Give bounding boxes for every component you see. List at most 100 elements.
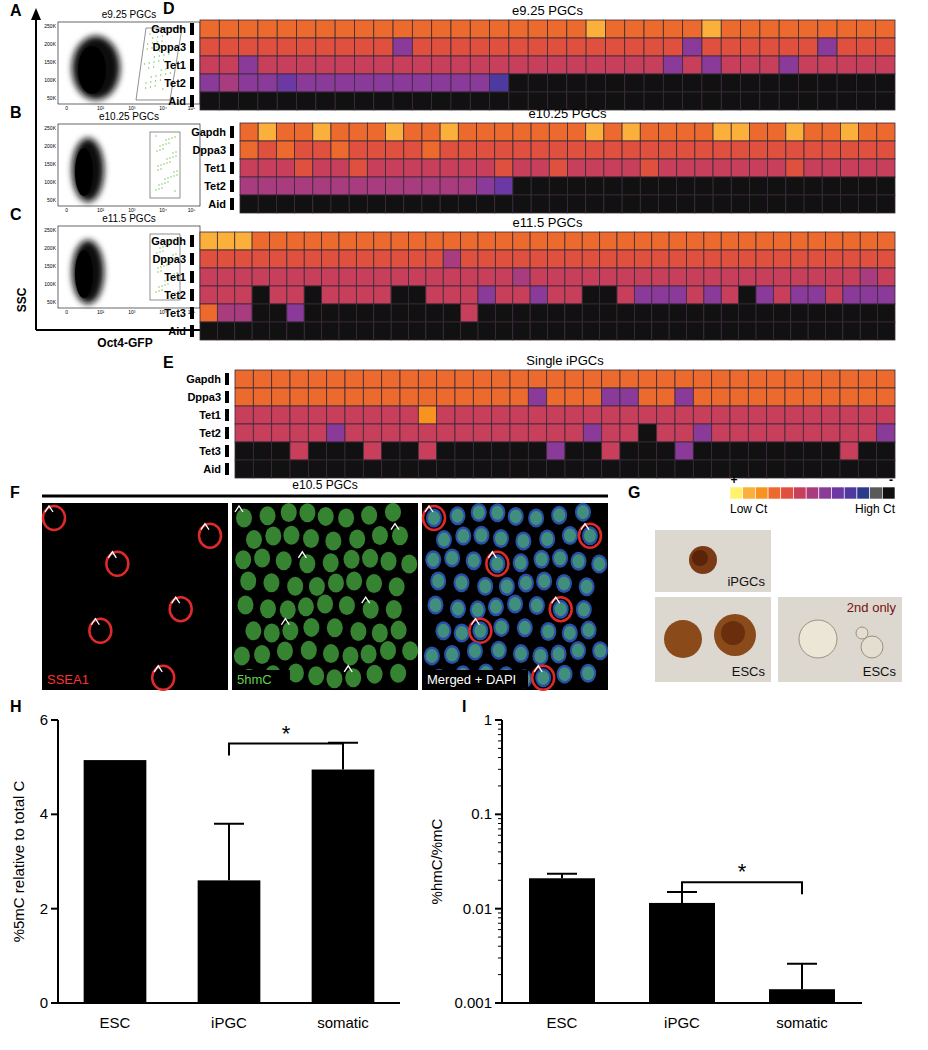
nucleus xyxy=(508,507,524,526)
heatmap-cell xyxy=(374,38,393,56)
nucleus xyxy=(372,623,388,642)
heatmap-cell xyxy=(235,322,252,340)
heatmap-cell xyxy=(785,460,803,478)
nucleus xyxy=(515,647,527,661)
heatmap-cell xyxy=(327,406,345,424)
tick-label: 6 xyxy=(40,711,48,728)
heatmap-cell xyxy=(287,268,304,286)
flow-tick-label: 0 xyxy=(65,309,68,315)
heatmap-cell xyxy=(393,38,412,56)
heatmap-cell xyxy=(756,286,773,304)
tick-label: 0 xyxy=(40,994,48,1011)
heatmap-cell xyxy=(773,286,790,304)
heatmap-cell xyxy=(510,424,528,442)
flow-frame xyxy=(58,226,200,308)
nucleus xyxy=(499,577,515,596)
heatmap-cell xyxy=(458,141,476,159)
heatmap-cell xyxy=(843,304,860,322)
row-marker xyxy=(225,445,229,457)
nucleus xyxy=(564,626,576,640)
heatmap-cell xyxy=(602,424,620,442)
heatmap-cell xyxy=(702,74,721,92)
heatmap-cell xyxy=(335,74,354,92)
bar xyxy=(769,989,835,1003)
heatmap-cell xyxy=(760,92,779,110)
flow-event xyxy=(158,60,159,61)
nucleus xyxy=(541,532,553,546)
heatmap-cell xyxy=(785,388,803,406)
heatmap-cell xyxy=(791,268,808,286)
heatmap-cell xyxy=(393,56,412,74)
heatmap-cell xyxy=(549,123,567,141)
heatmap-cell xyxy=(473,388,491,406)
heatmap-cell xyxy=(565,268,582,286)
nucleus xyxy=(326,669,342,688)
heatmap-cell xyxy=(730,388,748,406)
heatmap-cell xyxy=(400,388,418,406)
colorbar-segment xyxy=(819,487,832,499)
heatmap-cell xyxy=(548,20,567,38)
heatmap-cell xyxy=(386,159,404,177)
heatmap-cell xyxy=(748,424,766,442)
heatmap-cell xyxy=(779,20,798,38)
nucleus xyxy=(254,549,270,568)
heatmap-cell xyxy=(859,195,877,213)
nucleus xyxy=(520,576,532,590)
heatmap-cell xyxy=(528,38,547,56)
nucleus xyxy=(260,506,276,525)
photo-label: ESCs xyxy=(863,664,897,679)
heatmap-cell xyxy=(363,460,381,478)
nucleus xyxy=(576,600,592,619)
heatmap-cell xyxy=(602,388,620,406)
heatmap-cell xyxy=(741,38,760,56)
row-label: Tet1 xyxy=(164,271,186,283)
nucleus xyxy=(446,648,458,662)
heatmap-cell xyxy=(582,232,599,250)
heatmap-cell xyxy=(721,304,738,322)
heatmap-cell xyxy=(458,159,476,177)
flow-event xyxy=(144,63,145,64)
heatmap-cell xyxy=(473,424,491,442)
row-marker xyxy=(225,463,229,475)
heatmap-cell xyxy=(277,20,296,38)
heatmap-cell xyxy=(490,38,509,56)
heatmap-cell xyxy=(583,388,601,406)
heatmap-cell xyxy=(713,123,731,141)
heatmap-cell xyxy=(440,141,458,159)
axis-label: %5mC relative to total C xyxy=(10,780,27,942)
flow-event xyxy=(174,136,175,137)
category-label: ESC xyxy=(547,1014,578,1031)
heatmap-cell xyxy=(490,92,509,110)
heatmap-cell xyxy=(235,304,252,322)
heatmap-cell xyxy=(426,250,443,268)
nucleus xyxy=(584,529,596,543)
heatmap-cell xyxy=(818,92,837,110)
heatmap-cell xyxy=(843,250,860,268)
tick xyxy=(51,1002,58,1004)
heatmap-cell xyxy=(235,370,253,388)
row-label: Aid xyxy=(168,95,186,107)
heatmap-cell xyxy=(393,20,412,38)
heatmap-cell xyxy=(451,92,470,110)
heatmap-cell xyxy=(663,38,682,56)
heatmap-cell xyxy=(451,20,470,38)
heatmap-cell xyxy=(586,141,604,159)
heatmap-cell xyxy=(272,424,290,442)
flow-tick-label: 10² xyxy=(97,309,105,315)
flow-event xyxy=(145,82,146,83)
heatmap-cell xyxy=(367,159,385,177)
heatmap-cell xyxy=(404,195,422,213)
heatmap-cell xyxy=(356,304,373,322)
heatmap-cell xyxy=(808,304,825,322)
label-bg xyxy=(424,670,528,688)
heatmap-cell xyxy=(658,159,676,177)
flow-title: e9.25 PGCs xyxy=(102,9,156,20)
heatmap-cell xyxy=(858,388,876,406)
heatmap-cell xyxy=(530,286,547,304)
flow-event xyxy=(175,151,176,152)
heatmap-cell xyxy=(756,304,773,322)
tick xyxy=(495,908,502,910)
heatmap-cell xyxy=(878,286,895,304)
tick-label: 2 xyxy=(40,900,48,917)
nucleus xyxy=(466,551,482,570)
